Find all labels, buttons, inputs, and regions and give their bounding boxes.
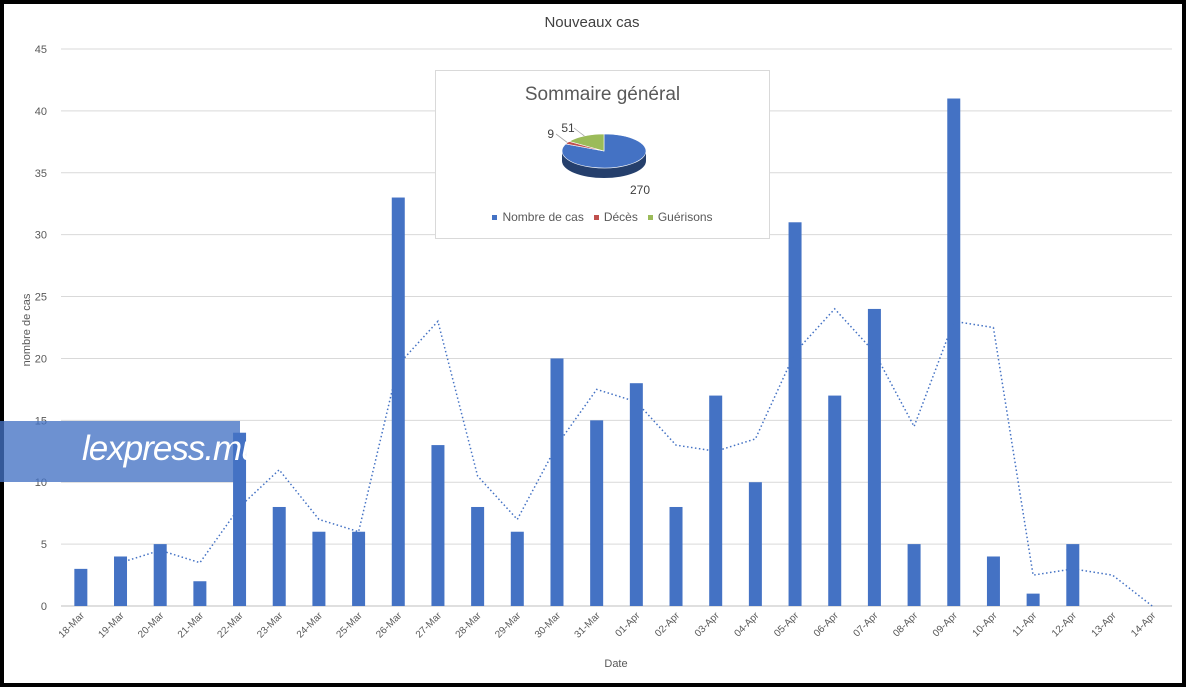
x-tick-label: 01-Apr xyxy=(613,610,642,639)
bar xyxy=(986,556,1000,606)
summary-chart: Sommaire général 270 9 51 Nombre de cas Déc… xyxy=(435,70,770,239)
bar xyxy=(748,482,762,606)
bar xyxy=(590,420,604,606)
legend-item: Guérisons xyxy=(647,210,713,224)
bar xyxy=(114,556,128,606)
legend-swatch xyxy=(492,215,498,221)
x-tick-label: 11-Apr xyxy=(1011,610,1040,639)
x-tick-label: 27-Mar xyxy=(414,610,445,641)
bar xyxy=(629,383,643,606)
x-tick-label: 06-Apr xyxy=(812,610,841,639)
watermark-banner: lexpress.mu xyxy=(0,421,261,482)
bar xyxy=(312,531,326,606)
bar xyxy=(828,395,842,606)
x-tick-label: 05-Apr xyxy=(772,610,801,639)
bar xyxy=(391,197,405,607)
bar xyxy=(272,506,286,606)
x-tick-label: 31-Mar xyxy=(573,610,604,641)
y-tick-label: 0 xyxy=(41,601,47,613)
pie-leader-line xyxy=(573,127,585,137)
x-tick-label: 19-Mar xyxy=(96,610,127,641)
bar xyxy=(907,544,921,606)
legend-swatch xyxy=(593,215,599,221)
bar xyxy=(947,98,961,606)
bar xyxy=(788,222,802,607)
legend-label: Guérisons xyxy=(657,210,713,224)
x-tick-label: 22-Mar xyxy=(215,610,246,641)
pie-slice-side xyxy=(562,151,646,178)
y-axis-label: nombre de cas xyxy=(21,293,33,366)
x-tick-label: 25-Mar xyxy=(335,610,366,641)
x-tick-label: 07-Apr xyxy=(852,610,881,639)
y-tick-label: 25 xyxy=(35,292,47,304)
bar xyxy=(431,445,445,606)
x-tick-label: 23-Mar xyxy=(255,610,286,641)
pie-data-label: 9 xyxy=(547,127,554,141)
x-axis-label: Date xyxy=(604,658,627,670)
x-tick-label: 14-Apr xyxy=(1129,610,1158,639)
legend-label: Nombre de cas xyxy=(502,210,584,224)
x-tick-label: 18-Mar xyxy=(57,610,88,641)
y-tick-label: 20 xyxy=(35,353,47,365)
y-tick-label: 40 xyxy=(35,106,47,118)
bar xyxy=(1026,593,1040,606)
x-tick-label: 08-Apr xyxy=(891,610,920,639)
x-tick-label: 29-Mar xyxy=(493,610,524,641)
y-tick-label: 35 xyxy=(35,168,47,180)
bar xyxy=(74,568,88,606)
x-tick-label: 26-Mar xyxy=(374,610,405,641)
legend-item: Décès xyxy=(593,210,638,224)
y-tick-label: 30 xyxy=(35,230,47,242)
bar xyxy=(510,531,524,606)
pie-chart: 270 9 51 xyxy=(547,121,650,197)
x-tick-label: 03-Apr xyxy=(693,610,722,639)
bar xyxy=(550,358,564,606)
x-tick-label: 20-Mar xyxy=(136,610,167,641)
pie-data-label: 270 xyxy=(630,183,650,197)
chart-title: Nouveaux cas xyxy=(544,14,639,31)
pie-data-label: 51 xyxy=(561,121,575,135)
pie-legend: Nombre de cas Décès Guérisons xyxy=(436,210,769,224)
bar xyxy=(669,506,683,606)
bar xyxy=(867,308,881,606)
bar xyxy=(1066,544,1080,606)
legend-item: Nombre de cas xyxy=(492,210,584,224)
x-tick-label: 21-Mar xyxy=(176,610,207,641)
bar xyxy=(709,395,723,606)
y-tick-label: 45 xyxy=(35,44,47,56)
summary-title: Sommaire général xyxy=(524,84,681,105)
x-tick-label: 02-Apr xyxy=(653,610,682,639)
x-tick-label: 04-Apr xyxy=(732,610,761,639)
watermark-logo: lexpress.mu xyxy=(82,429,261,468)
legend-swatch xyxy=(647,215,653,221)
x-tick-label: 12-Apr xyxy=(1050,610,1079,639)
legend-label: Décès xyxy=(603,210,638,224)
x-tick-label: 24-Mar xyxy=(295,610,326,641)
bar xyxy=(193,581,207,606)
x-tick-label: 13-Apr xyxy=(1090,610,1119,639)
y-tick-label: 5 xyxy=(41,539,47,551)
pie-leader-line xyxy=(555,133,568,143)
x-tick-label: 10-Apr xyxy=(971,610,1000,639)
bar xyxy=(471,506,485,606)
x-tick-label: 09-Apr xyxy=(931,610,960,639)
bar xyxy=(153,544,167,606)
bar xyxy=(352,531,366,606)
x-tick-label: 30-Mar xyxy=(533,610,564,641)
x-tick-label: 28-Mar xyxy=(454,610,485,641)
chart-frame: Nouveaux cas 051015202530354045 18-Mar19… xyxy=(0,4,1182,683)
main-chart: Nouveaux cas 051015202530354045 18-Mar19… xyxy=(21,14,1172,670)
